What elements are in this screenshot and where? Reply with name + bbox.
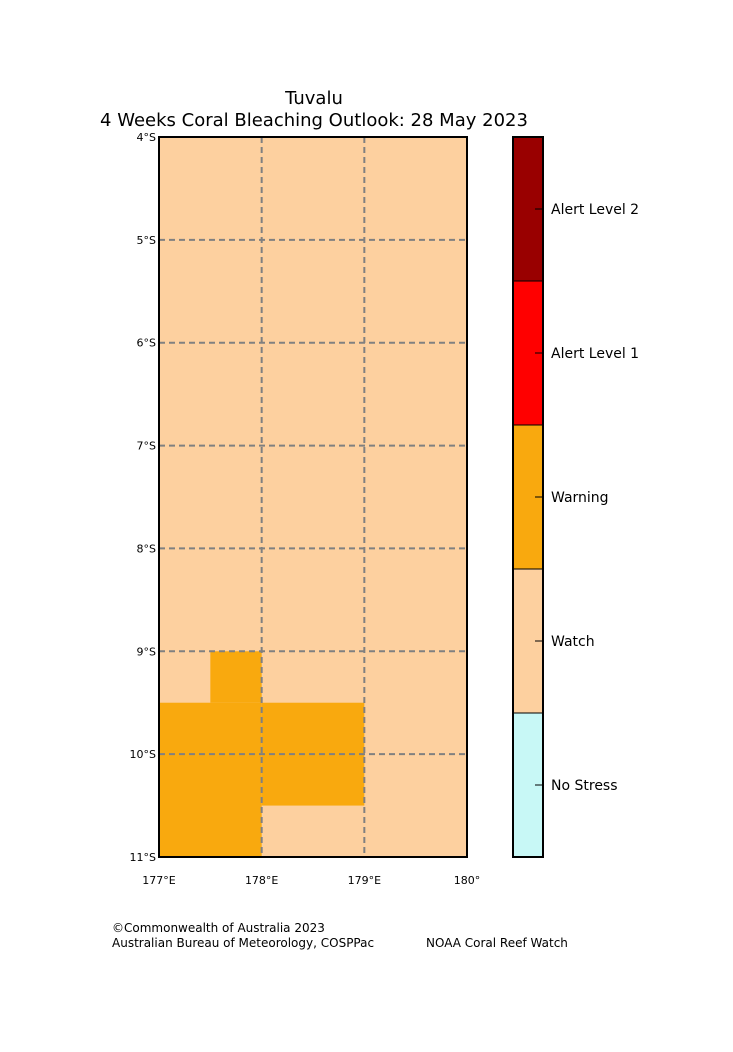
colorbar-legend: Alert Level 2 Alert Level 1 Warning Watch No…	[512, 136, 639, 858]
y-tick-label: 7°S	[137, 440, 156, 453]
y-tick-label: 8°S	[137, 542, 156, 555]
noaa-credit-text: NOAA Coral Reef Watch	[426, 936, 568, 950]
chart-subtitle: 4 Weeks Coral Bleaching Outlook: 28 May …	[100, 110, 528, 131]
map-panel: 4°S 5°S 6°S 7°S 8°S 9°S 10°S 11°S 177°E 178°E 179°…	[130, 131, 481, 887]
copyright-text: ©Commonwealth of Australia 2023	[112, 921, 325, 935]
chart-title: Tuvalu	[285, 88, 343, 109]
y-tick-label: 5°S	[137, 234, 156, 247]
colorbar-label: Alert Level 2	[551, 202, 639, 218]
colorbar-label: Alert Level 1	[551, 346, 639, 362]
x-tick-label: 178°E	[245, 874, 278, 887]
x-tick-label: 179°E	[348, 874, 381, 887]
x-tick-label: 177°E	[142, 874, 175, 887]
y-tick-label: 9°S	[137, 645, 156, 658]
colorbar-frame	[512, 136, 544, 858]
map-frame	[158, 136, 468, 858]
map-cell-warning	[210, 651, 262, 703]
x-tick-label: 180°	[454, 874, 481, 887]
map-cell-warning	[159, 702, 262, 857]
colorbar-label: Watch	[551, 634, 595, 650]
y-tick-label: 11°S	[130, 851, 156, 864]
colorbar-label: Warning	[551, 490, 609, 506]
y-tick-label: 4°S	[137, 131, 156, 144]
y-tick-label: 6°S	[137, 337, 156, 350]
y-tick-label: 10°S	[130, 748, 156, 761]
colorbar-label: No Stress	[551, 778, 618, 794]
agencies-text: Australian Bureau of Meteorology, COSPPa…	[112, 936, 375, 950]
